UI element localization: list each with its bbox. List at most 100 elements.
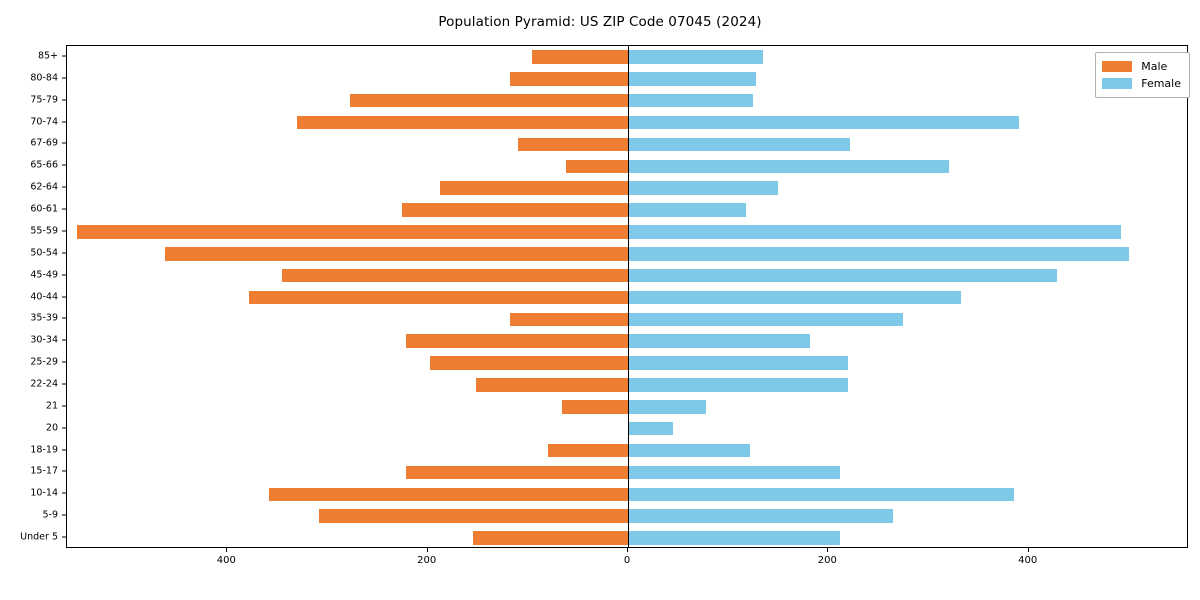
y-tick-label: 85+ — [37, 50, 58, 62]
bar-row — [67, 225, 1187, 239]
bar-row — [67, 290, 1187, 305]
y-tick-label: 65-66 — [30, 159, 58, 171]
bar-female — [628, 509, 894, 523]
bar-female — [628, 159, 949, 174]
bar-male — [405, 465, 628, 480]
bar-female — [628, 268, 1057, 283]
x-tick-mark — [226, 548, 228, 552]
y-tick-mark — [62, 77, 66, 79]
bar-female — [628, 312, 904, 327]
x-tick-mark — [627, 548, 628, 552]
y-tick-mark — [62, 121, 66, 123]
y-tick-label: 55-59 — [30, 225, 58, 237]
y-tick-label: 62-64 — [30, 181, 58, 193]
y-tick-mark — [62, 492, 66, 494]
y-tick-mark — [62, 536, 66, 538]
y-tick-label: 35-39 — [30, 312, 58, 324]
bar-male — [405, 334, 628, 348]
y-tick-mark — [62, 449, 66, 451]
y-tick-mark — [62, 514, 66, 516]
legend-label: Male — [1141, 60, 1168, 73]
x-tick-label: 200 — [817, 555, 837, 566]
bar-female — [628, 246, 1129, 261]
y-tick-mark — [62, 142, 66, 144]
bar-row — [67, 531, 1187, 545]
legend-swatch-icon — [1102, 78, 1133, 89]
bar-male — [282, 268, 628, 283]
x-axis: 400 200 0 200 400 — [66, 548, 1188, 588]
y-tick-label: 60-61 — [30, 203, 58, 215]
bar-female — [628, 356, 849, 370]
y-tick-mark — [62, 252, 66, 254]
bar-row — [67, 400, 1187, 414]
y-tick-mark — [62, 405, 66, 407]
bar-male — [349, 93, 628, 108]
x-tick-mark — [827, 548, 829, 552]
chart-title: Population Pyramid: US ZIP Code 07045 (2… — [438, 14, 762, 30]
y-tick-mark — [62, 230, 66, 232]
y-axis: 85+ 80-84 75-79 70-74 67-69 65-66 62-64 60-61 55… — [0, 45, 66, 548]
bar-male — [475, 378, 628, 392]
legend-item: Female — [1102, 75, 1181, 92]
legend-item: Male — [1102, 58, 1181, 75]
y-tick-mark — [62, 274, 66, 276]
y-tick-mark — [62, 427, 66, 429]
bar-female — [628, 50, 764, 64]
y-tick-label: 22-24 — [30, 378, 58, 390]
x-tick-mark — [1027, 548, 1029, 552]
y-tick-label: 67-69 — [30, 137, 58, 149]
y-tick-mark — [62, 361, 66, 363]
y-tick-label: 5-9 — [42, 509, 58, 521]
bar-female — [628, 421, 674, 436]
bar-male — [439, 181, 628, 195]
bar-female — [628, 93, 754, 108]
bar-female — [628, 443, 751, 458]
bar-male — [429, 356, 628, 370]
bar-female — [628, 225, 1121, 239]
bar-row — [67, 72, 1187, 86]
bar-male — [297, 115, 628, 130]
bar-male — [509, 72, 628, 86]
y-tick-mark — [62, 208, 66, 210]
bar-female — [628, 137, 851, 152]
bar-male — [561, 400, 628, 414]
bar-row — [67, 465, 1187, 480]
y-tick-mark — [62, 164, 66, 166]
plot-area — [66, 45, 1188, 548]
bar-female — [628, 334, 811, 348]
x-tick-label: 400 — [216, 555, 236, 566]
zero-axis-line — [628, 46, 630, 547]
bar-female — [628, 72, 757, 86]
y-tick-label: 45-49 — [30, 269, 58, 281]
y-tick-label: 18-19 — [30, 444, 58, 456]
bar-row — [67, 137, 1187, 152]
y-tick-label: 80-84 — [30, 72, 58, 84]
bar-row — [67, 159, 1187, 174]
bar-male — [269, 487, 628, 502]
bar-male — [319, 509, 628, 523]
bar-female — [628, 290, 961, 305]
y-tick-label: 70-74 — [30, 116, 58, 128]
y-tick-mark — [62, 339, 66, 341]
bar-row — [67, 378, 1187, 392]
legend-swatch-icon — [1102, 61, 1133, 72]
bar-female — [628, 531, 841, 545]
bar-row — [67, 50, 1187, 64]
bars-layer — [67, 46, 1187, 547]
y-tick-mark — [62, 99, 66, 101]
bar-male — [249, 290, 628, 305]
bar-male — [517, 137, 628, 152]
bar-row — [67, 203, 1187, 217]
x-tick-label: 400 — [1018, 555, 1038, 566]
y-tick-label: 10-14 — [30, 487, 58, 499]
y-tick-label: 20 — [45, 422, 58, 434]
y-tick-label: 15-17 — [30, 465, 58, 477]
bar-male — [565, 159, 628, 174]
y-tick-mark — [62, 383, 66, 385]
x-tick-mark — [426, 548, 428, 552]
bar-row — [67, 443, 1187, 458]
y-tick-mark — [62, 55, 66, 57]
bar-row — [67, 246, 1187, 261]
chart-legend: Male Female — [1095, 52, 1190, 98]
y-tick-label: Under 5 — [20, 531, 58, 543]
